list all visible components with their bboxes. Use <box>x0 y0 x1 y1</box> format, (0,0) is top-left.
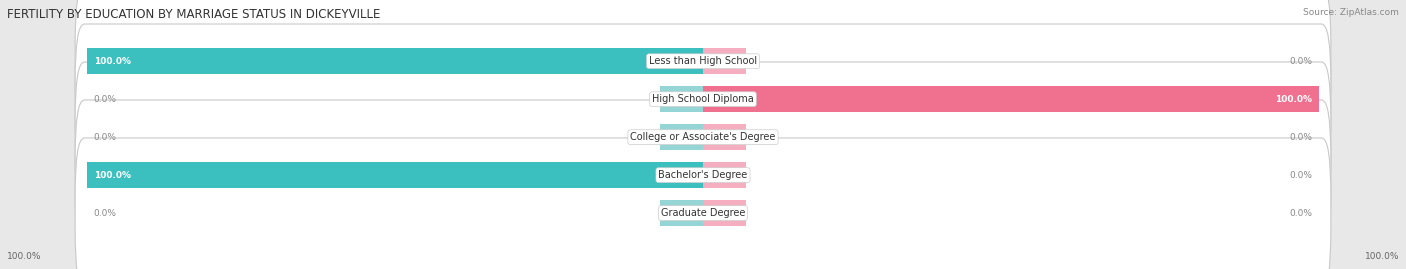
Text: FERTILITY BY EDUCATION BY MARRIAGE STATUS IN DICKEYVILLE: FERTILITY BY EDUCATION BY MARRIAGE STATU… <box>7 8 381 21</box>
Bar <box>703 86 1319 112</box>
Bar <box>703 124 747 150</box>
Text: High School Diploma: High School Diploma <box>652 94 754 104</box>
Text: 0.0%: 0.0% <box>94 133 117 142</box>
FancyBboxPatch shape <box>84 44 1322 79</box>
Legend: Married, Unmarried: Married, Unmarried <box>636 268 770 269</box>
Text: 100.0%: 100.0% <box>7 252 42 261</box>
Text: Source: ZipAtlas.com: Source: ZipAtlas.com <box>1303 8 1399 17</box>
Bar <box>703 162 747 188</box>
Bar <box>87 48 703 74</box>
FancyBboxPatch shape <box>84 120 1322 155</box>
Text: 100.0%: 100.0% <box>94 171 131 180</box>
Text: 100.0%: 100.0% <box>94 57 131 66</box>
Text: Less than High School: Less than High School <box>650 56 756 66</box>
Bar <box>87 162 703 188</box>
Text: 0.0%: 0.0% <box>94 209 117 218</box>
Text: Bachelor's Degree: Bachelor's Degree <box>658 170 748 180</box>
FancyBboxPatch shape <box>84 196 1322 231</box>
Text: 0.0%: 0.0% <box>1289 57 1312 66</box>
Text: College or Associate's Degree: College or Associate's Degree <box>630 132 776 142</box>
Text: Graduate Degree: Graduate Degree <box>661 208 745 218</box>
Bar <box>659 200 703 226</box>
Text: 0.0%: 0.0% <box>1289 171 1312 180</box>
FancyBboxPatch shape <box>75 24 1331 174</box>
Text: 0.0%: 0.0% <box>1289 209 1312 218</box>
Text: 0.0%: 0.0% <box>1289 133 1312 142</box>
FancyBboxPatch shape <box>75 138 1331 269</box>
FancyBboxPatch shape <box>75 0 1331 136</box>
Text: 100.0%: 100.0% <box>1364 252 1399 261</box>
FancyBboxPatch shape <box>75 62 1331 213</box>
Bar <box>659 86 703 112</box>
Bar <box>659 124 703 150</box>
FancyBboxPatch shape <box>84 158 1322 193</box>
Bar <box>703 48 747 74</box>
Text: 0.0%: 0.0% <box>94 95 117 104</box>
Text: 100.0%: 100.0% <box>1275 95 1312 104</box>
Bar <box>703 200 747 226</box>
FancyBboxPatch shape <box>84 82 1322 116</box>
FancyBboxPatch shape <box>75 100 1331 250</box>
